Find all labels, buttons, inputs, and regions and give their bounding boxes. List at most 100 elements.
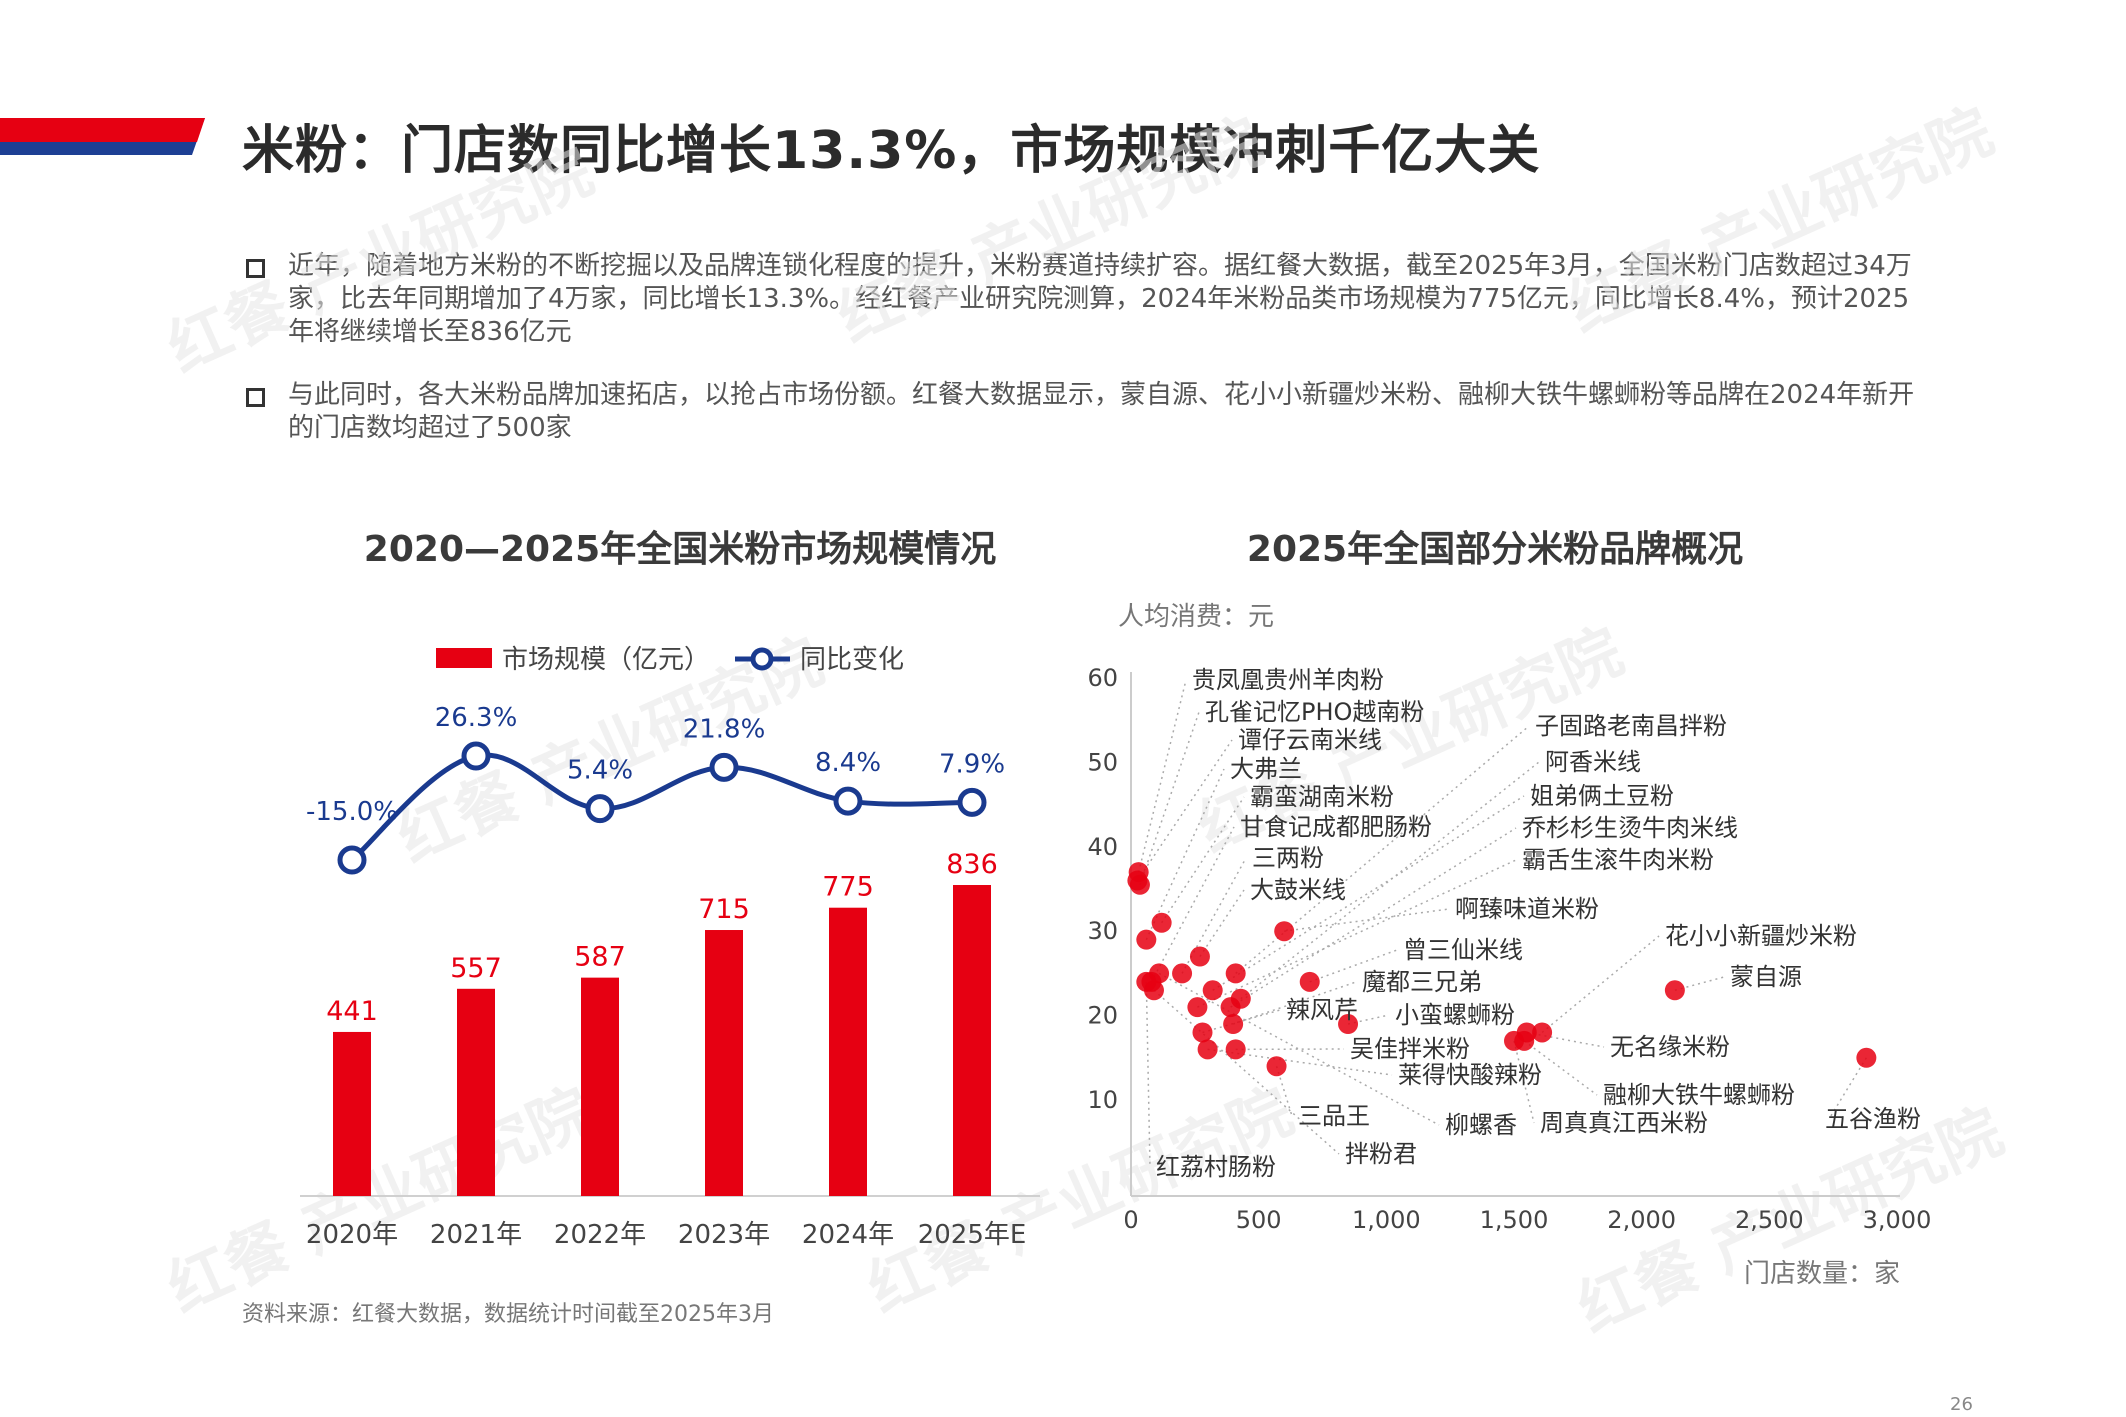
brand-label: 魔都三兄弟 <box>1362 968 1482 996</box>
x-tick-label: 2022年 <box>554 1220 646 1250</box>
page-number: 26 <box>1950 1394 1973 1415</box>
brand-label: 辣风芹 <box>1286 996 1358 1024</box>
x-tick-label: 2021年 <box>430 1220 522 1250</box>
market-size-bar <box>581 977 619 1196</box>
brand-point <box>1192 1022 1213 1043</box>
brand-label: 霸蛮湖南米粉 <box>1250 783 1394 811</box>
label-leader-line <box>1153 989 1340 1155</box>
brand-point <box>1338 1014 1359 1035</box>
yoy-value-label: 5.4% <box>567 756 633 786</box>
x-tick-label: 2020年 <box>306 1220 398 1250</box>
label-leader-line <box>1275 1066 1293 1117</box>
x-axis-label: 门店数量：家 <box>1744 1259 1900 1289</box>
bar-value-label: 587 <box>574 942 626 973</box>
brand-label: 周真真江西米粉 <box>1540 1109 1708 1137</box>
brand-point <box>1172 963 1193 984</box>
brand-point <box>1151 912 1172 933</box>
x-tick-label: 1,500 <box>1480 1206 1549 1234</box>
market-size-bar <box>705 930 743 1196</box>
brand-label: 红荔村肠粉 <box>1156 1153 1276 1181</box>
x-tick-label: 1,000 <box>1352 1206 1421 1234</box>
x-tick-label: 0 <box>1123 1206 1138 1234</box>
y-tick-label: 10 <box>1087 1086 1118 1114</box>
brand-label: 阿香米线 <box>1545 748 1641 776</box>
brand-label: 小蛮螺蛳粉 <box>1395 1001 1515 1029</box>
bullet-text: 近年，随着地方米粉的不断挖掘以及品牌连锁化程度的提升，米粉赛道持续扩容。据红餐大… <box>288 251 1912 347</box>
bullet-item: 近年，随着地方米粉的不断挖掘以及品牌连锁化程度的提升，米粉赛道持续扩容。据红餐大… <box>242 250 1922 349</box>
brand-label: 孔雀记忆PHO越南粉 <box>1205 698 1424 726</box>
chart-legend: 市场规模（亿元） 同比变化 <box>436 645 904 675</box>
market-size-chart-title: 2020—2025年全国米粉市场规模情况 <box>363 529 997 570</box>
yoy-point <box>833 786 863 816</box>
market-size-bar <box>953 885 991 1196</box>
brand-point <box>1187 997 1208 1018</box>
legend-bar-swatch <box>436 648 492 668</box>
square-bullet-icon <box>246 388 265 407</box>
brand-label: 柳螺香 <box>1445 1111 1517 1139</box>
yoy-point <box>337 845 367 875</box>
yoy-point <box>957 787 987 817</box>
x-tick-label: 2,500 <box>1735 1206 1804 1234</box>
brand-point <box>1504 1030 1524 1051</box>
brand-label: 甘食记成都肥肠粉 <box>1240 813 1432 841</box>
bar-value-label: 775 <box>822 872 874 903</box>
bar-value-label: 836 <box>946 849 998 880</box>
label-leader-line <box>1284 908 1450 932</box>
brand-label: 子固路老南昌拌粉 <box>1535 712 1727 740</box>
y-tick-label: 30 <box>1087 917 1118 945</box>
yoy-value-label: -15.0% <box>306 797 398 827</box>
brand-point <box>1225 1039 1246 1060</box>
brand-label: 拌粉君 <box>1345 1140 1417 1168</box>
y-tick-label: 60 <box>1087 664 1118 692</box>
brand-label: 莱得快酸辣粉 <box>1398 1061 1542 1089</box>
brand-point <box>1299 971 1320 992</box>
brand-point <box>1664 980 1685 1001</box>
brand-label: 融柳大铁牛螺蛳粉 <box>1603 1081 1795 1109</box>
brand-point <box>1266 1056 1287 1077</box>
yoy-value-label: 26.3% <box>435 703 518 733</box>
brand-label: 三品王 <box>1298 1102 1370 1130</box>
brand-point <box>1127 870 1148 891</box>
label-leader-line <box>1235 725 1530 974</box>
label-leader-line <box>1199 889 1245 957</box>
x-tick-label: 2025年E <box>918 1220 1027 1250</box>
x-tick-label: 500 <box>1236 1206 1282 1234</box>
x-tick-label: 2023年 <box>678 1220 770 1250</box>
brand-label: 五谷渔粉 <box>1825 1105 1921 1133</box>
brand-point <box>1225 963 1246 984</box>
label-leader-line <box>1541 935 1660 1034</box>
bar-value-label: 441 <box>326 996 378 1027</box>
header-decoration <box>0 118 205 155</box>
brand-label: 大鼓米线 <box>1250 876 1346 904</box>
brand-label: 乔杉杉生烫牛肉米线 <box>1522 814 1738 842</box>
bar-value-label: 557 <box>450 953 502 984</box>
brand-label: 大弗兰 <box>1230 755 1302 783</box>
label-leader-line <box>1145 768 1225 940</box>
label-leader-line <box>1202 1009 1281 1034</box>
brand-label: 贵凤凰贵州羊肉粉 <box>1192 666 1384 694</box>
brand-label: 霸舌生滚牛肉米粉 <box>1522 846 1714 874</box>
label-leader-line <box>1232 981 1357 1025</box>
label-leader-line <box>1161 796 1245 924</box>
brand-point <box>1136 929 1157 950</box>
label-leader-line <box>1513 1040 1535 1124</box>
source-note: 资料来源：红餐大数据，数据统计时间截至2025年3月 <box>242 1302 774 1327</box>
bullet-list: 近年，随着地方米粉的不断挖掘以及品牌连锁化程度的提升，米粉赛道持续扩容。据红餐大… <box>242 250 1922 475</box>
yoy-value-label: 8.4% <box>815 748 881 778</box>
y-tick-label: 40 <box>1087 833 1118 861</box>
bullet-text: 与此同时，各大米粉品牌加速拓店，以抢占市场份额。红餐大数据显示，蒙自源、花小小新… <box>288 380 1915 443</box>
brand-point <box>1532 1022 1553 1043</box>
label-leader-line <box>1212 795 1525 991</box>
label-leader-line <box>1197 859 1517 1008</box>
brand-scatter-chart-title: 2025年全国部分米粉品牌概况 <box>1246 529 1744 570</box>
brand-label: 吴佳拌米粉 <box>1350 1035 1470 1063</box>
yoy-point <box>709 752 739 782</box>
market-size-bar <box>829 907 867 1196</box>
y-tick-label: 50 <box>1087 748 1118 776</box>
yoy-value-label: 21.8% <box>683 714 766 744</box>
brand-point <box>1274 921 1295 942</box>
brand-label: 谭仔云南米线 <box>1238 726 1382 754</box>
brand-point <box>1197 1039 1218 1060</box>
label-leader-line <box>1230 827 1517 1008</box>
